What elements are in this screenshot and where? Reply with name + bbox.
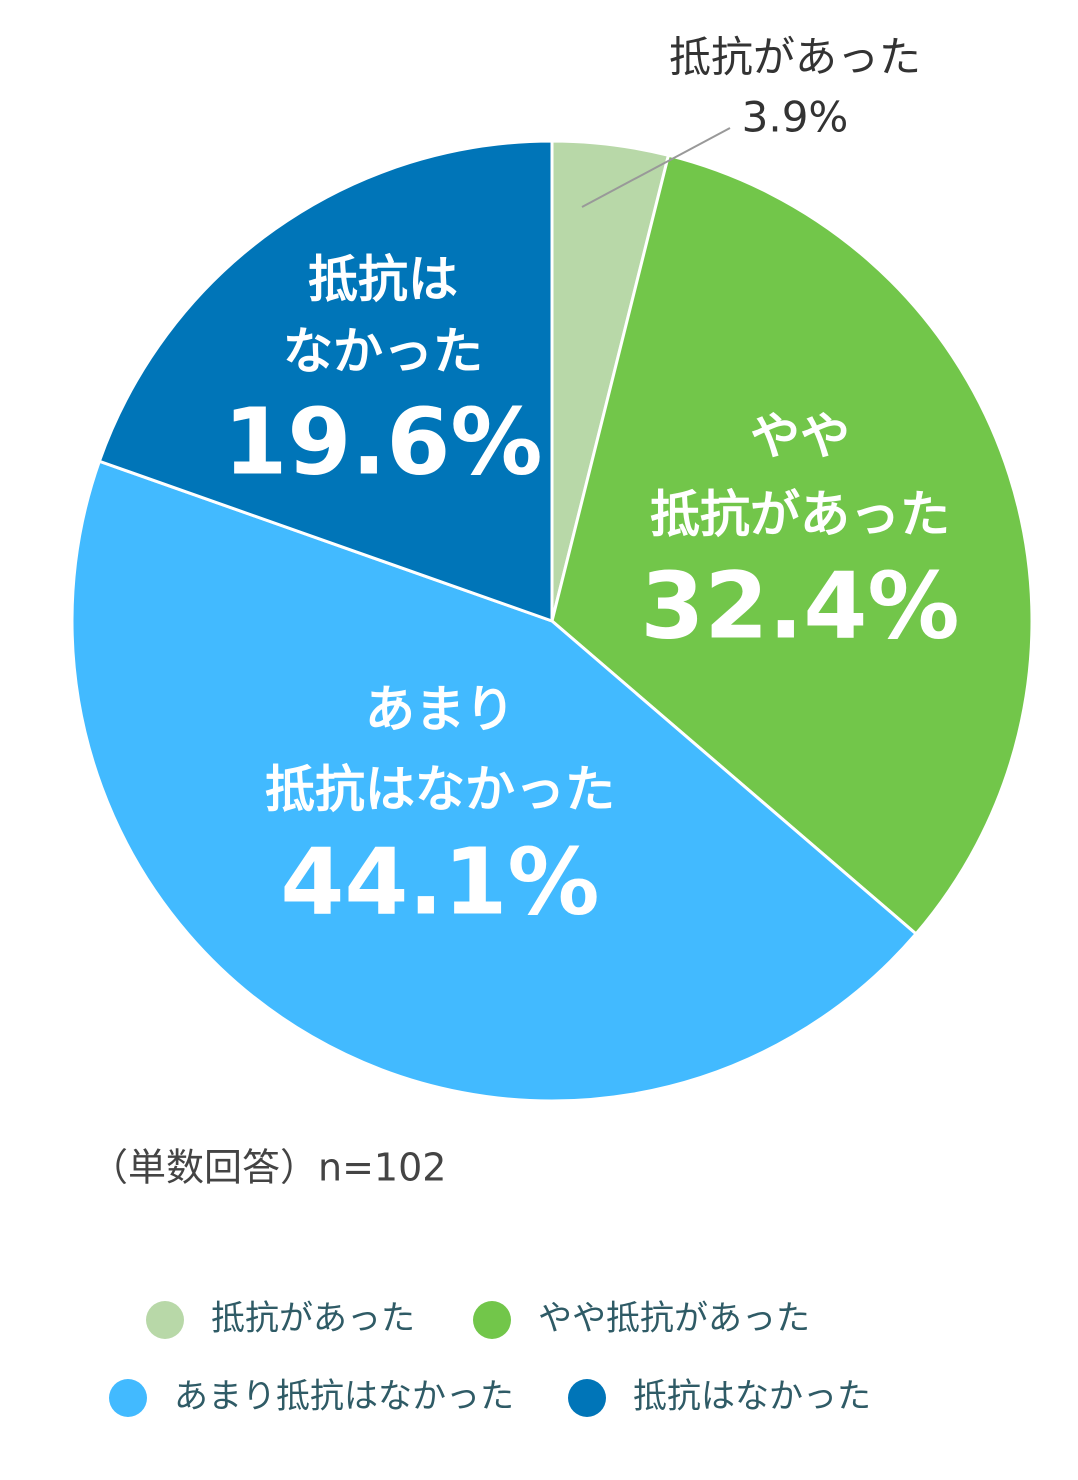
value-label: 19.6% [223,388,542,495]
value-label: 44.1% [280,828,599,935]
legend-swatch [568,1379,606,1417]
note: （単数回答）n=102 [90,1146,446,1190]
legend-label: やや抵抗があった [538,1299,810,1339]
value-label: 32.4% [640,552,959,659]
legend-label: あまり抵抗はなかった [174,1377,514,1417]
pie-slice [70,459,919,1103]
value-label: 3.9% [742,93,849,142]
slice-label: やや [750,408,850,466]
slice-label: 抵抗があった [650,486,950,544]
legend-swatch [473,1301,511,1339]
slice-label: 抵抗があった [669,33,921,82]
legend-swatch [146,1301,184,1339]
leader-line [581,127,731,208]
slice-label: 抵抗は [308,251,458,309]
slice-label: 抵抗はなかった [265,761,615,819]
pie-slice [550,153,1034,936]
pie-slice [97,139,554,624]
legend-swatch [109,1379,147,1417]
legend-label: 抵抗があった [211,1299,415,1339]
slice-label: あまり [365,681,515,739]
slice-label: なかった [283,323,483,381]
legend-label: 抵抗はなかった [633,1377,871,1417]
